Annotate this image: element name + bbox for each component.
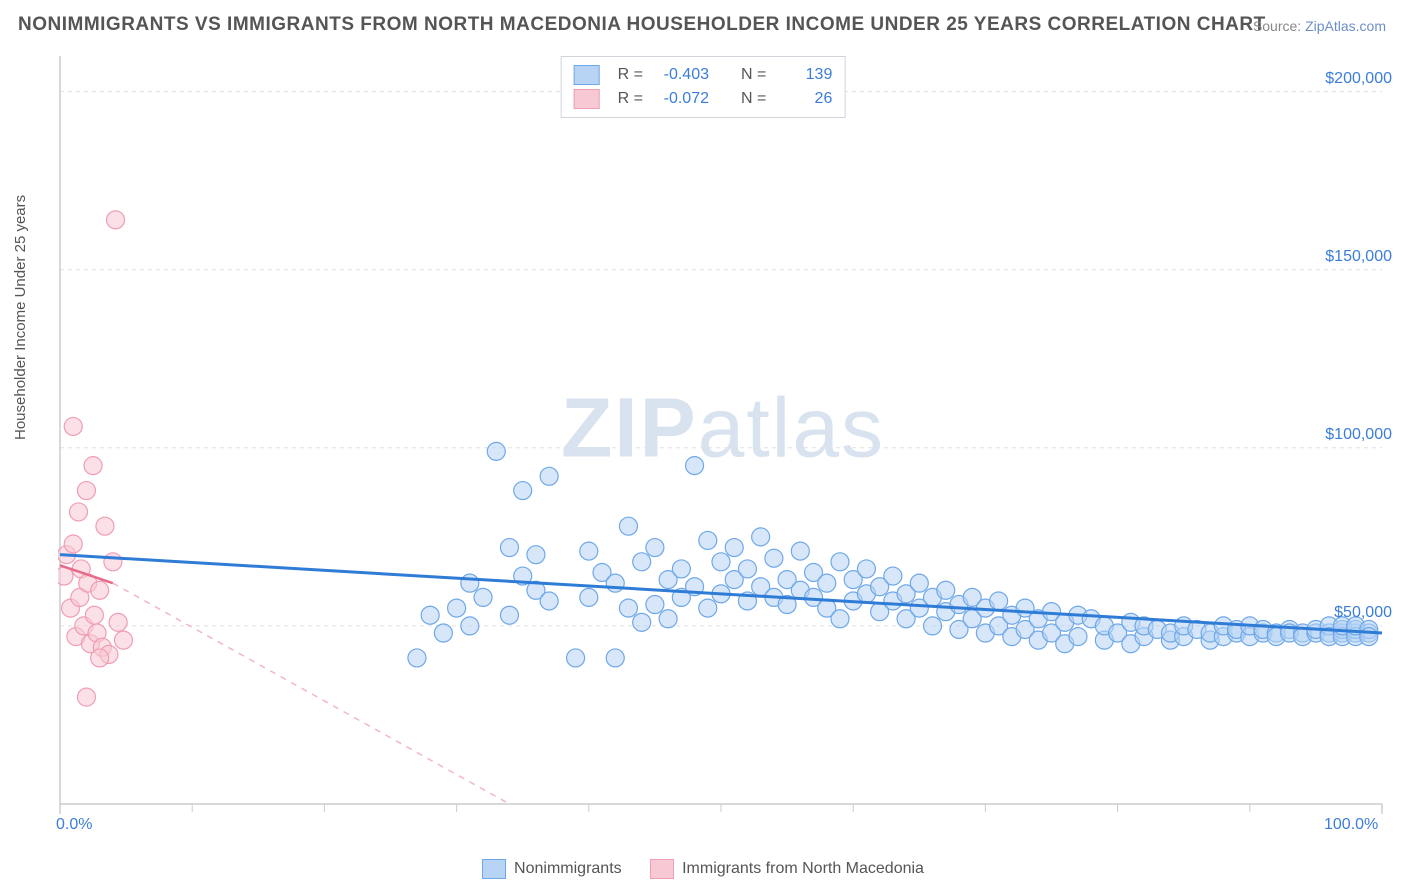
legend-item-a: Nonimmigrants: [482, 859, 622, 879]
n-label: N =: [741, 87, 766, 111]
legend-label-b: Immigrants from North Macedonia: [682, 860, 924, 878]
swatch-series-a: [482, 859, 506, 879]
r-value-b: -0.072: [653, 87, 709, 111]
y-tick-label: $150,000: [1302, 248, 1392, 266]
n-value-b: 26: [776, 87, 832, 111]
correlation-legend: R = -0.403 N = 139 R = -0.072 N = 26: [561, 56, 846, 118]
scatter-chart-svg: [58, 54, 1388, 834]
chart-title: NONIMMIGRANTS VS IMMIGRANTS FROM NORTH M…: [18, 14, 1266, 36]
swatch-series-b: [650, 859, 674, 879]
source-value: ZipAtlas.com: [1305, 18, 1386, 34]
y-tick-label: $200,000: [1302, 70, 1392, 88]
legend-label-a: Nonimmigrants: [514, 860, 622, 878]
correlation-row-b: R = -0.072 N = 26: [574, 87, 833, 111]
n-value-a: 139: [776, 63, 832, 87]
y-tick-label: $50,000: [1302, 604, 1392, 622]
y-tick-label: $100,000: [1302, 426, 1392, 444]
source-label: Source:: [1253, 18, 1301, 34]
y-axis-label: Householder Income Under 25 years: [12, 195, 29, 440]
correlation-row-a: R = -0.403 N = 139: [574, 63, 833, 87]
r-label: R =: [618, 87, 643, 111]
swatch-series-a: [574, 65, 600, 85]
x-tick-label: 100.0%: [1324, 816, 1378, 834]
r-label: R =: [618, 63, 643, 87]
series-legend: Nonimmigrants Immigrants from North Mace…: [0, 859, 1406, 884]
x-tick-label: 0.0%: [56, 816, 92, 834]
source-attribution: Source: ZipAtlas.com: [1253, 18, 1386, 34]
legend-item-b: Immigrants from North Macedonia: [650, 859, 924, 879]
r-value-a: -0.403: [653, 63, 709, 87]
chart-plot-area: ZIPatlas: [58, 54, 1388, 834]
swatch-series-b: [574, 89, 600, 109]
n-label: N =: [741, 63, 766, 87]
